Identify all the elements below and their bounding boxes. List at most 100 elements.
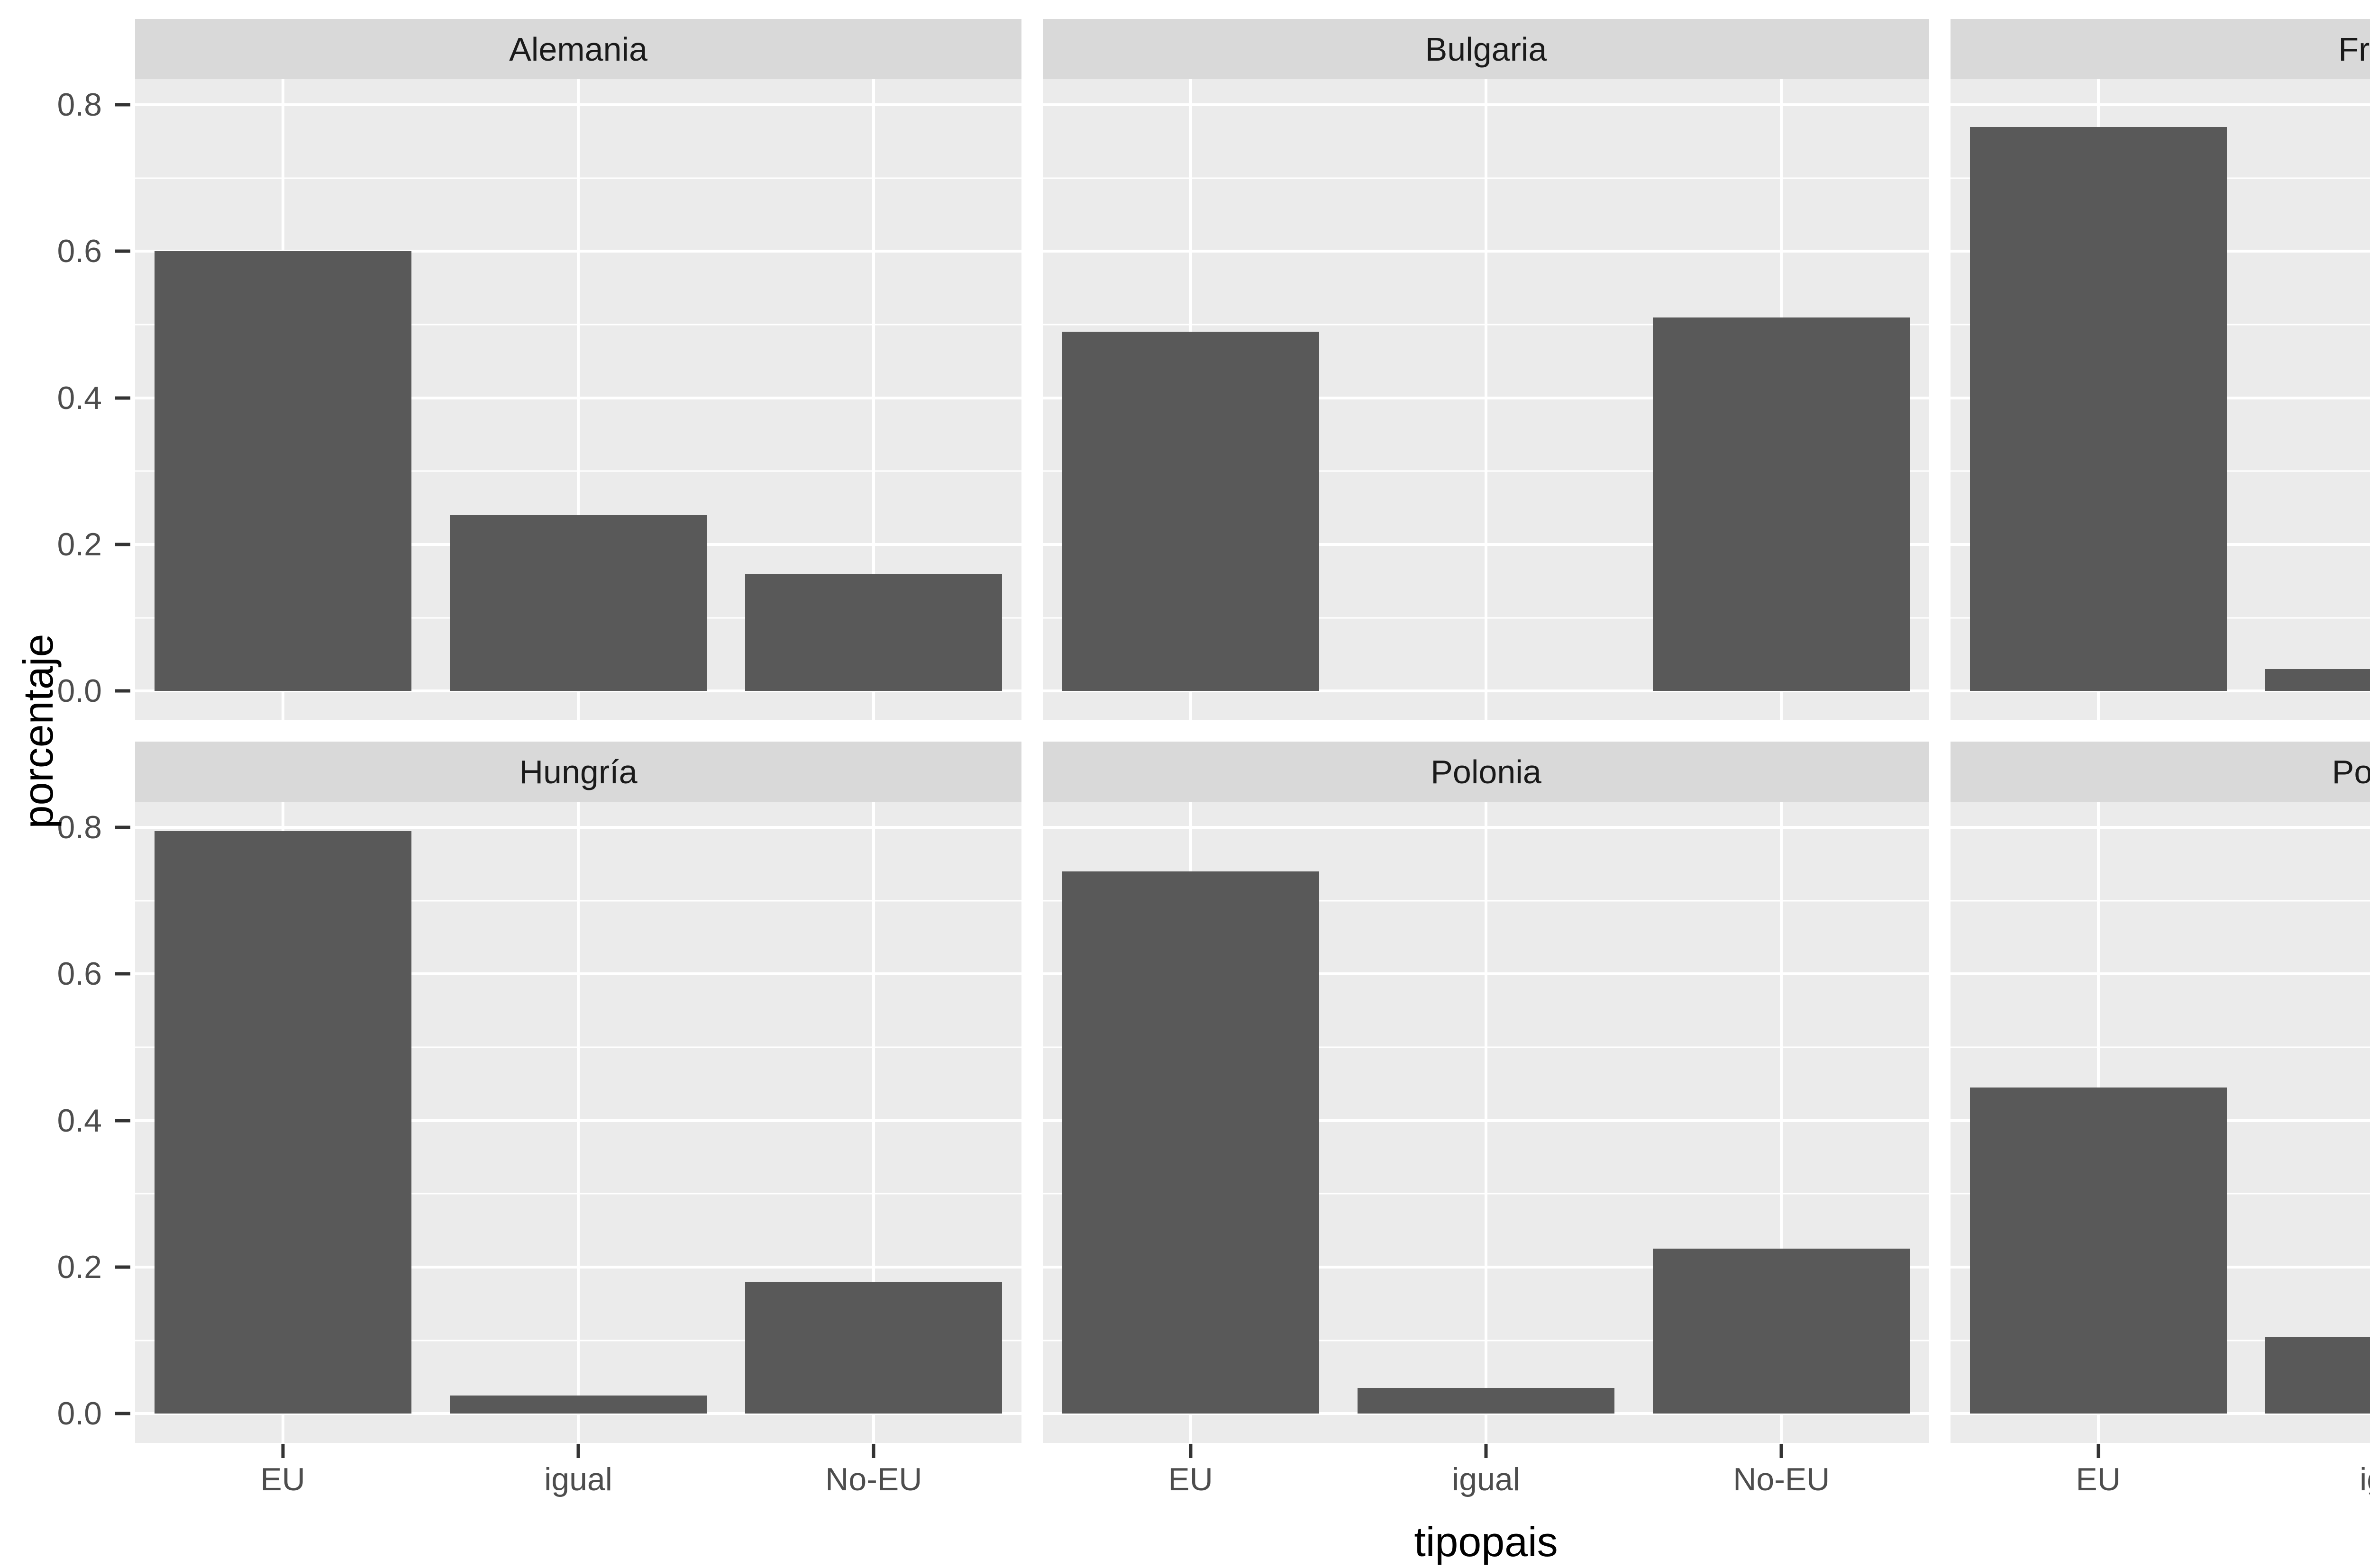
bar-eu	[1969, 127, 2227, 691]
gridline-minor	[1043, 470, 1929, 472]
y-tick-mark	[115, 103, 130, 107]
facet-strip: Bulgaria	[1043, 19, 1929, 79]
y-tick-mark	[115, 543, 130, 546]
gridline-vertical	[872, 79, 875, 720]
facet-title: Francia	[2338, 30, 2370, 68]
gridline-vertical	[1485, 79, 1487, 720]
gridline-major	[1043, 543, 1929, 546]
x-tick-label: EU	[1168, 1461, 1213, 1497]
gridline-vertical	[872, 802, 875, 1443]
x-tick-mark	[576, 1444, 580, 1458]
facet-strip: Hungría	[135, 742, 1021, 802]
y-axis-row-1: 0.0 0.2 0.4 0.6 0.8	[0, 79, 135, 720]
facet-strip: Portugal	[1951, 742, 2370, 802]
facet-title: Bulgaria	[1425, 30, 1547, 68]
facet-strip: Francia	[1951, 19, 2370, 79]
gridline-major	[1043, 826, 1929, 829]
x-axis-title: tipopais	[1414, 1518, 1558, 1565]
gridline-major	[135, 396, 1021, 399]
y-axis-title-area: porcentaje	[0, 19, 135, 1443]
gridline-major	[135, 972, 1021, 976]
gridline-minor	[135, 177, 1021, 179]
x-tick-label: igual	[544, 1461, 612, 1497]
facet-title: Hungría	[519, 753, 638, 790]
facet-strip: Alemania	[135, 19, 1021, 79]
bar-no-eu	[745, 573, 1003, 691]
y-tick-label: 0.2	[57, 1249, 102, 1285]
x-tick-mark	[2097, 1444, 2100, 1458]
y-axis-title: porcentaje	[15, 634, 62, 828]
gridline-major	[1043, 972, 1929, 976]
gridline-minor	[1043, 1046, 1929, 1048]
x-tick-label: igual	[2360, 1461, 2370, 1497]
y-tick-mark	[115, 689, 130, 693]
gridline-vertical	[1780, 802, 1783, 1443]
gridline-major	[1043, 1265, 1929, 1269]
y-tick-mark	[115, 825, 130, 829]
facet-strip: Polonia	[1043, 742, 1929, 802]
gridline-minor	[135, 470, 1021, 472]
gridline-major	[1043, 689, 1929, 693]
gridline-major	[135, 689, 1021, 693]
x-tick-label: igual	[1452, 1461, 1520, 1497]
y-tick-mark	[115, 1119, 130, 1123]
gridline-major	[135, 250, 1021, 253]
gridline-minor	[135, 900, 1021, 902]
bar-igual	[2265, 1336, 2370, 1414]
x-tick-label: EU	[2076, 1461, 2121, 1497]
gridline-major	[1951, 1412, 2370, 1415]
y-tick-mark	[115, 249, 130, 253]
gridline-minor	[135, 1046, 1021, 1048]
gridline-minor	[1043, 1340, 1929, 1341]
gridline-major	[1951, 103, 2370, 107]
gridline-major	[1951, 826, 2370, 829]
x-tick-label: EU	[260, 1461, 305, 1497]
gridline-major	[135, 1265, 1021, 1269]
gridline-major	[1043, 103, 1929, 107]
x-tick-label: No-EU	[825, 1461, 922, 1497]
facet-panel	[135, 802, 1021, 1443]
facet-panel	[1043, 802, 1929, 1443]
y-tick-label: 0.4	[57, 380, 102, 416]
gridline-major	[1951, 689, 2370, 693]
gridline-minor	[1951, 1046, 2370, 1048]
x-tick-mark	[872, 1444, 875, 1458]
gridline-major	[1043, 396, 1929, 399]
gridline-minor	[135, 324, 1021, 326]
gridline-minor	[1043, 617, 1929, 619]
y-tick-label: 0.6	[57, 233, 102, 270]
facet-panel	[1951, 802, 2370, 1443]
y-tick-mark	[115, 1412, 130, 1415]
bar-no-eu	[745, 1281, 1003, 1414]
bar-igual	[2265, 669, 2370, 691]
bar-eu	[154, 831, 411, 1414]
facet-title: Portugal	[2332, 753, 2370, 790]
gridline-major	[135, 826, 1021, 829]
x-tick-label: No-EU	[1733, 1461, 1830, 1497]
gridline-minor	[1043, 900, 1929, 902]
bar-eu	[1062, 332, 1319, 691]
facet-panel	[1043, 79, 1929, 720]
gridline-major	[1043, 1412, 1929, 1415]
facet-panel	[1951, 79, 2370, 720]
bar-eu	[1062, 871, 1319, 1414]
x-axis-col-2: EU igual No-EU	[1043, 1443, 1929, 1511]
bar-no-eu	[1653, 317, 1910, 691]
bar-igual	[449, 515, 707, 691]
facet-title: Alemania	[509, 30, 647, 68]
gridline-major	[1043, 1119, 1929, 1122]
gridline-minor	[1043, 324, 1929, 326]
bar-igual	[449, 1395, 707, 1414]
gridline-major	[1043, 250, 1929, 253]
gridline-minor	[1951, 900, 2370, 902]
y-tick-label: 0.4	[57, 1102, 102, 1139]
x-axis-title-area: tipopais	[135, 1516, 2370, 1568]
facet-panel	[135, 79, 1021, 720]
x-tick-mark	[281, 1444, 285, 1458]
y-tick-label: 0.0	[57, 1396, 102, 1432]
gridline-vertical	[1485, 802, 1487, 1443]
y-tick-label: 0.6	[57, 956, 102, 992]
x-axis-col-1: EU igual No-EU	[135, 1443, 1021, 1511]
gridline-major	[135, 1119, 1021, 1122]
